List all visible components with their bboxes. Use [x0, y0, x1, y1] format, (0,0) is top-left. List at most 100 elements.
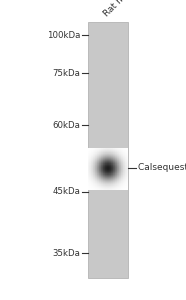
Bar — [123, 181, 124, 182]
Bar — [119, 169, 120, 170]
Bar — [106, 156, 107, 157]
Bar — [93, 152, 94, 153]
Bar — [112, 174, 113, 175]
Bar — [108, 172, 109, 173]
Bar — [107, 149, 108, 150]
Bar — [119, 187, 120, 188]
Bar — [88, 151, 89, 152]
Bar — [113, 173, 114, 174]
Bar — [108, 186, 109, 187]
Bar — [117, 179, 118, 180]
Bar — [101, 188, 102, 189]
Bar — [112, 172, 113, 173]
Bar — [111, 178, 112, 179]
Bar — [100, 170, 101, 171]
Bar — [99, 158, 100, 159]
Bar — [91, 176, 92, 177]
Bar — [120, 154, 121, 155]
Bar — [114, 181, 115, 182]
Bar — [96, 148, 97, 149]
Bar — [113, 174, 114, 175]
Bar — [115, 179, 116, 180]
Bar — [91, 179, 92, 180]
Bar — [116, 167, 117, 168]
Bar — [91, 151, 92, 152]
Bar — [95, 157, 96, 158]
Bar — [118, 163, 119, 164]
Bar — [113, 183, 114, 184]
Bar — [116, 159, 117, 160]
Bar — [127, 152, 128, 153]
Bar — [112, 168, 113, 169]
Bar — [122, 151, 123, 152]
Bar — [112, 189, 113, 190]
Bar — [108, 170, 109, 171]
Bar — [119, 158, 120, 159]
Bar — [103, 184, 104, 185]
Bar — [104, 179, 105, 180]
Bar — [112, 149, 113, 150]
Bar — [97, 153, 98, 154]
Bar — [97, 182, 98, 183]
Bar — [114, 169, 115, 170]
Bar — [101, 171, 102, 172]
Bar — [95, 170, 96, 171]
Bar — [90, 181, 91, 182]
Bar — [91, 152, 92, 153]
Bar — [114, 161, 115, 162]
Bar — [113, 178, 114, 179]
Bar — [104, 177, 105, 178]
Bar — [105, 181, 106, 182]
Bar — [94, 180, 95, 181]
Bar — [103, 154, 104, 155]
Bar — [124, 181, 125, 182]
Bar — [108, 180, 109, 181]
Bar — [124, 168, 125, 169]
Bar — [120, 151, 121, 152]
Bar — [113, 150, 114, 151]
Bar — [89, 165, 90, 166]
Bar — [108, 162, 109, 163]
Bar — [118, 181, 119, 182]
Bar — [121, 176, 122, 177]
Bar — [89, 151, 90, 152]
Bar — [92, 157, 93, 158]
Bar — [102, 153, 103, 154]
Bar — [88, 22, 128, 278]
Bar — [114, 167, 115, 168]
Bar — [107, 150, 108, 151]
Bar — [103, 162, 104, 163]
Bar — [124, 156, 125, 157]
Bar — [102, 187, 103, 188]
Bar — [88, 171, 89, 172]
Bar — [114, 180, 115, 181]
Bar — [107, 172, 108, 173]
Bar — [93, 172, 94, 173]
Bar — [94, 185, 95, 186]
Bar — [90, 182, 91, 183]
Bar — [105, 158, 106, 159]
Bar — [103, 156, 104, 157]
Bar — [122, 153, 123, 154]
Bar — [92, 162, 93, 163]
Bar — [97, 187, 98, 188]
Bar — [127, 150, 128, 151]
Bar — [95, 161, 96, 162]
Bar — [112, 160, 113, 161]
Bar — [126, 154, 127, 155]
Bar — [114, 149, 115, 150]
Bar — [103, 159, 104, 160]
Bar — [112, 186, 113, 187]
Bar — [100, 161, 101, 162]
Bar — [126, 188, 127, 189]
Bar — [104, 154, 105, 155]
Bar — [95, 156, 96, 157]
Bar — [118, 179, 119, 180]
Bar — [92, 183, 93, 184]
Bar — [91, 187, 92, 188]
Bar — [101, 166, 102, 167]
Bar — [110, 165, 111, 166]
Bar — [96, 179, 97, 180]
Bar — [119, 149, 120, 150]
Bar — [99, 187, 100, 188]
